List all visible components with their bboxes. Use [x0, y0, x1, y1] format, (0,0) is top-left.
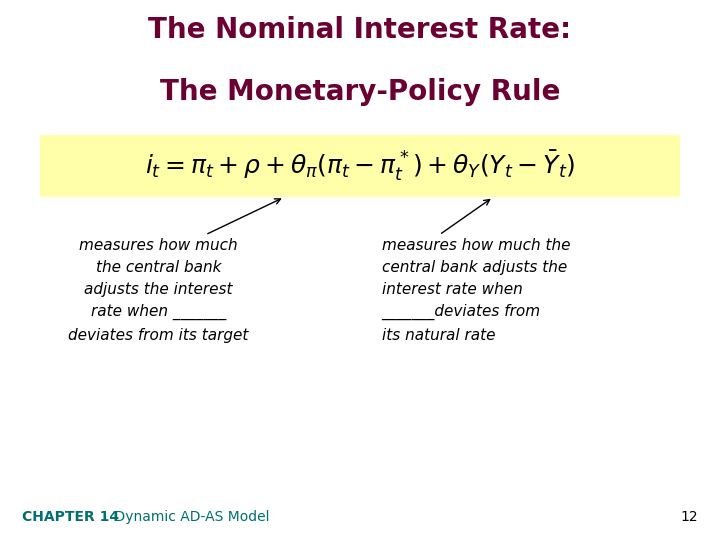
- FancyBboxPatch shape: [40, 135, 680, 197]
- Text: $i_t = \pi_t + \rho + \theta_{\pi}(\pi_t - \pi_t^*) + \theta_{Y}(Y_t - \bar{Y}_t: $i_t = \pi_t + \rho + \theta_{\pi}(\pi_t…: [145, 149, 575, 183]
- Text: CHAPTER 14: CHAPTER 14: [22, 510, 119, 524]
- Text: 12: 12: [681, 510, 698, 524]
- Text: measures how much the
central bank adjusts the
interest rate when
_______deviate: measures how much the central bank adjus…: [382, 238, 570, 342]
- Text: measures how much
the central bank
adjusts the interest
rate when _______
deviat: measures how much the central bank adjus…: [68, 238, 248, 342]
- Text: The Nominal Interest Rate:: The Nominal Interest Rate:: [148, 16, 572, 44]
- Text: Dynamic AD-AS Model: Dynamic AD-AS Model: [97, 510, 270, 524]
- Text: The Monetary-Policy Rule: The Monetary-Policy Rule: [160, 78, 560, 106]
